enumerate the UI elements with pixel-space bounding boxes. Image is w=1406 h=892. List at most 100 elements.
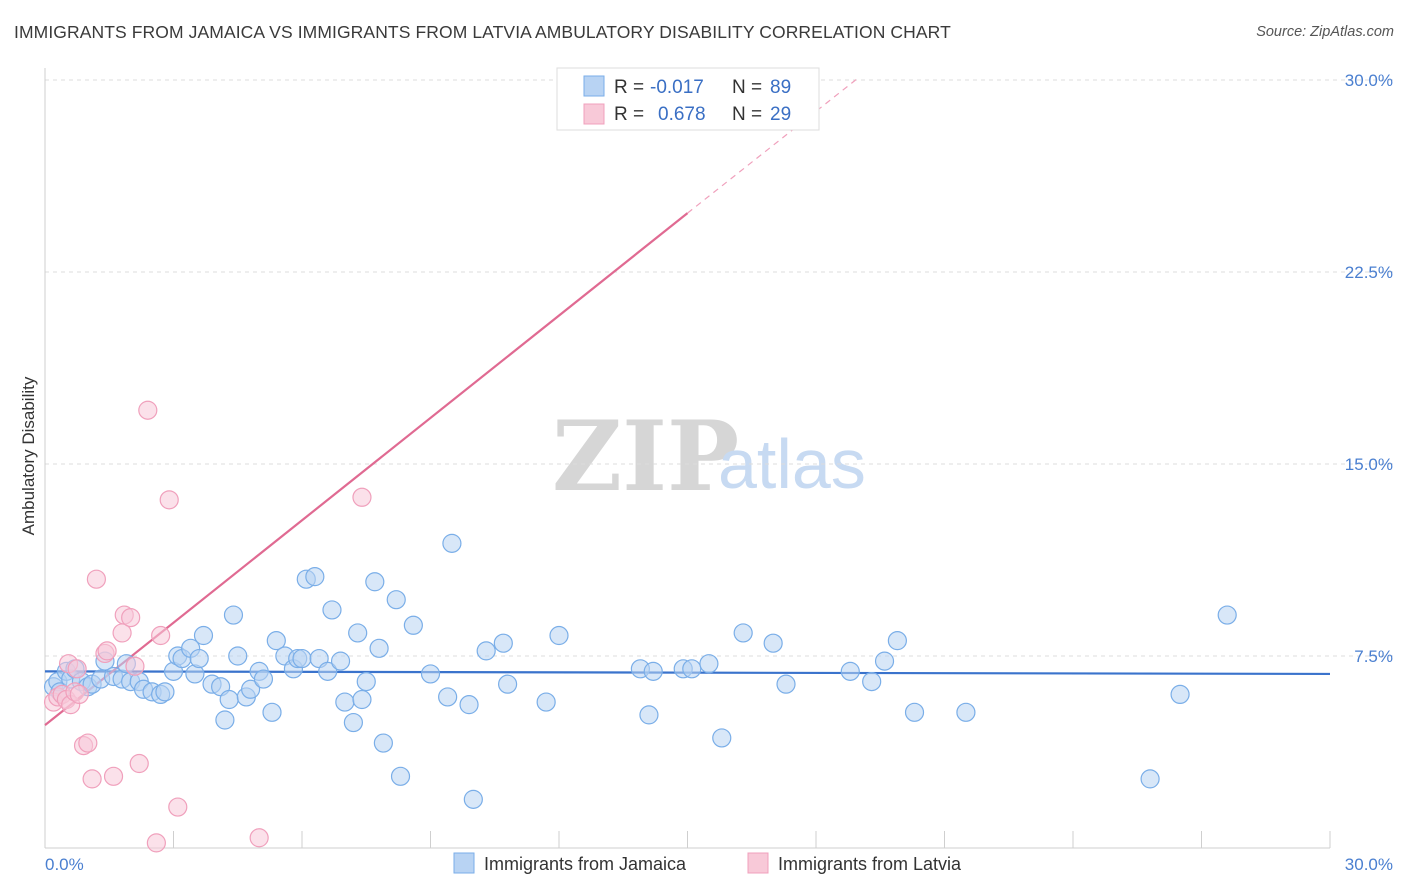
point-jamaica xyxy=(241,679,261,699)
point-jamaica xyxy=(536,692,556,712)
point-jamaica xyxy=(763,633,783,653)
y-tick-label: 22.5% xyxy=(1345,263,1393,282)
y-tick-label: 30.0% xyxy=(1345,71,1393,90)
point-jamaica xyxy=(643,661,663,681)
point-jamaica xyxy=(1140,769,1160,789)
point-jamaica xyxy=(420,664,441,684)
point-jamaica xyxy=(463,789,483,809)
point-jamaica xyxy=(352,689,372,710)
x-tick-labels: 0.0% 30.0% xyxy=(45,855,1393,874)
point-jamaica xyxy=(712,728,732,748)
legend-swatch-latvia xyxy=(747,852,769,874)
point-latvia xyxy=(86,569,107,589)
stats-legend-box: R = -0.017 N = 89 R = 0.678 N = 29 xyxy=(556,67,820,131)
point-jamaica xyxy=(438,687,458,707)
point-jamaica xyxy=(403,615,423,635)
point-jamaica xyxy=(253,669,274,689)
legend-swatch-jamaica xyxy=(453,852,475,874)
point-jamaica xyxy=(390,766,411,786)
point-jamaica xyxy=(904,702,925,722)
watermark-zip: ZIP xyxy=(552,400,739,513)
point-latvia xyxy=(69,684,89,705)
axes xyxy=(44,68,1331,849)
point-jamaica xyxy=(1170,684,1190,705)
trendline-latvia-extension xyxy=(687,76,860,214)
stats-n-jamaica: 89 xyxy=(770,77,791,98)
point-jamaica xyxy=(335,692,355,712)
point-jamaica xyxy=(356,671,376,692)
x-tick-label: 30.0% xyxy=(1345,855,1393,874)
point-latvia xyxy=(82,769,102,789)
point-jamaica xyxy=(1217,605,1237,625)
point-jamaica xyxy=(682,659,702,679)
y-tick-labels: 7.5% 15.0% 22.5% 30.0% xyxy=(1345,71,1393,666)
point-latvia xyxy=(352,487,372,507)
point-jamaica xyxy=(262,702,282,722)
point-jamaica xyxy=(322,600,342,620)
chart-title: IMMIGRANTS FROM JAMAICA VS IMMIGRANTS FR… xyxy=(14,22,951,42)
point-latvia xyxy=(67,659,87,679)
point-jamaica xyxy=(343,712,363,733)
point-latvia xyxy=(129,753,149,774)
point-latvia xyxy=(78,733,98,753)
legend-label-jamaica: Immigrants from Jamaica xyxy=(484,854,687,874)
stats-r-latvia: 0.678 xyxy=(658,104,706,125)
point-jamaica xyxy=(733,623,753,643)
legend: Immigrants from Jamaica Immigrants from … xyxy=(453,852,962,874)
stats-swatch-jamaica xyxy=(583,75,605,97)
stats-n-label-jamaica: N = xyxy=(732,77,762,98)
gridlines xyxy=(45,79,1395,657)
point-jamaica xyxy=(639,705,659,725)
point-latvia xyxy=(125,656,145,676)
point-jamaica xyxy=(348,623,368,643)
point-jamaica xyxy=(365,572,385,592)
point-jamaica xyxy=(699,654,719,674)
legend-label-latvia: Immigrants from Latvia xyxy=(778,854,962,874)
point-latvia xyxy=(168,797,188,817)
x-tick-label: 0.0% xyxy=(45,855,84,874)
point-jamaica xyxy=(193,625,214,646)
point-jamaica xyxy=(840,661,860,681)
point-jamaica xyxy=(459,695,479,715)
y-tick-label: 15.0% xyxy=(1345,455,1393,474)
data-points xyxy=(43,106,1237,853)
point-jamaica xyxy=(318,661,338,681)
point-latvia xyxy=(249,828,269,848)
y-axis-label: Ambulatory Disability xyxy=(19,376,38,535)
point-jamaica xyxy=(219,689,239,710)
point-jamaica xyxy=(223,605,244,625)
stats-r-jamaica: -0.017 xyxy=(650,77,704,98)
point-jamaica xyxy=(228,646,248,666)
point-jamaica xyxy=(369,638,389,658)
point-jamaica xyxy=(493,633,513,653)
point-latvia xyxy=(146,833,166,853)
point-jamaica xyxy=(215,710,235,730)
series-latvia-points xyxy=(43,106,676,853)
point-jamaica xyxy=(442,533,462,553)
point-jamaica xyxy=(956,702,976,722)
point-jamaica xyxy=(549,625,569,646)
point-jamaica xyxy=(373,733,393,753)
stats-swatch-latvia xyxy=(583,103,605,125)
point-jamaica xyxy=(776,674,796,694)
point-jamaica xyxy=(862,671,882,692)
point-latvia xyxy=(159,490,179,510)
point-jamaica xyxy=(266,631,286,651)
point-jamaica xyxy=(386,590,406,610)
source-credit: Source: ZipAtlas.com xyxy=(1256,24,1394,40)
point-jamaica xyxy=(874,651,895,671)
point-jamaica xyxy=(189,648,209,669)
point-jamaica xyxy=(330,651,351,671)
stats-r-label-jamaica: R = xyxy=(614,77,644,98)
watermark: ZIP atlas xyxy=(552,400,866,513)
point-latvia xyxy=(151,625,171,646)
point-jamaica xyxy=(887,631,907,651)
stats-n-latvia: 29 xyxy=(770,104,791,125)
point-latvia xyxy=(121,607,141,628)
point-jamaica xyxy=(155,682,175,702)
point-latvia xyxy=(138,400,158,420)
stats-r-label-latvia: R = xyxy=(614,104,644,125)
point-latvia xyxy=(103,766,124,786)
y-tick-label: 7.5% xyxy=(1354,647,1393,666)
